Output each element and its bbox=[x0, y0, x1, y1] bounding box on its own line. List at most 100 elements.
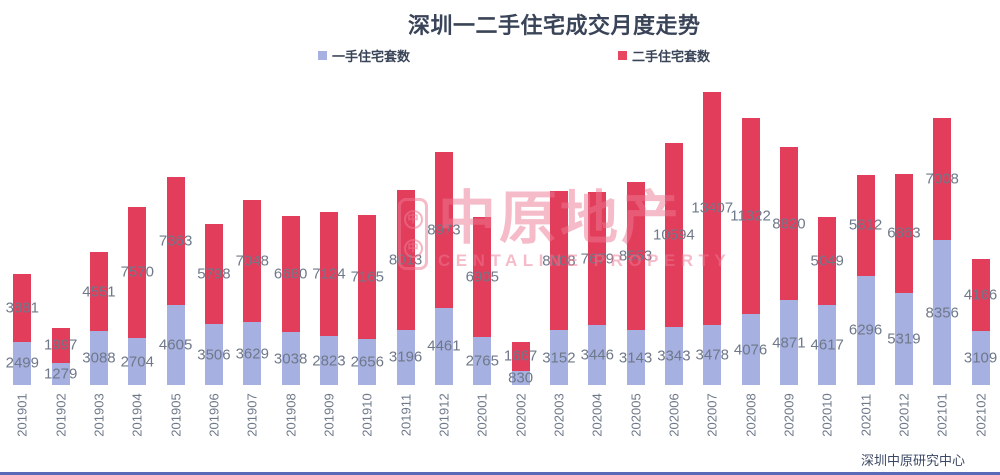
bar-201907-second-hand[interactable] bbox=[243, 199, 262, 323]
x-axis-label-202003: 202003 bbox=[551, 393, 567, 437]
value-label-202011-second-hand: 5812 bbox=[848, 216, 883, 234]
bar-201910-second-hand[interactable] bbox=[358, 214, 377, 339]
value-label-201901-first-hand: 2499 bbox=[5, 354, 39, 372]
bar-202001-second-hand[interactable] bbox=[473, 217, 492, 337]
bar-202012-second-hand[interactable] bbox=[894, 173, 913, 293]
bar-201911-second-hand[interactable] bbox=[396, 190, 415, 330]
bar-201906-first-hand[interactable] bbox=[204, 324, 223, 385]
value-label-201902-second-hand: 1997 bbox=[43, 336, 78, 354]
bar-202005-first-hand[interactable] bbox=[626, 330, 645, 385]
bar-201903-first-hand[interactable] bbox=[89, 331, 108, 385]
bar-201909-first-hand[interactable] bbox=[319, 336, 338, 385]
value-label-202102-first-hand: 3109 bbox=[963, 349, 998, 367]
legend-swatch-second-hand-icon bbox=[618, 51, 627, 60]
bar-201912-second-hand[interactable] bbox=[434, 151, 453, 308]
value-label-202010-first-hand: 4617 bbox=[810, 336, 844, 354]
bar-202008-first-hand[interactable] bbox=[741, 314, 760, 385]
x-axis-label-201911: 201911 bbox=[398, 393, 414, 437]
bar-201907-first-hand[interactable] bbox=[243, 322, 262, 385]
bar-202003-second-hand[interactable] bbox=[549, 191, 568, 331]
value-label-202102-second-hand: 4166 bbox=[963, 286, 998, 304]
value-label-201906-second-hand: 5798 bbox=[197, 265, 231, 283]
bar-202010-second-hand[interactable] bbox=[818, 217, 837, 305]
bar-202011-first-hand[interactable] bbox=[856, 275, 875, 385]
legend-label-first-hand: 一手住宅套数 bbox=[332, 49, 411, 64]
bar-201905-second-hand[interactable] bbox=[166, 177, 185, 306]
bar-202001-first-hand[interactable] bbox=[473, 337, 492, 385]
x-axis-label-202001: 202001 bbox=[474, 393, 490, 437]
value-label-202101-first-hand: 8356 bbox=[925, 304, 959, 321]
x-axis-label-201906: 201906 bbox=[206, 393, 222, 437]
bar-201908-second-hand[interactable] bbox=[281, 216, 300, 333]
value-label-202006-second-hand: 10594 bbox=[653, 226, 695, 244]
value-label-202003-second-hand: 8008 bbox=[542, 252, 576, 270]
bar-201904-first-hand[interactable] bbox=[128, 338, 147, 385]
bar-202007-second-hand[interactable] bbox=[703, 92, 722, 325]
value-label-202006-first-hand: 3343 bbox=[657, 347, 691, 365]
x-axis-label-202012: 202012 bbox=[896, 393, 912, 437]
value-label-201909-first-hand: 2823 bbox=[312, 352, 346, 369]
value-label-201905-first-hand: 4605 bbox=[158, 336, 193, 354]
bar-201901-first-hand[interactable] bbox=[13, 341, 32, 385]
bar-201903-second-hand[interactable] bbox=[89, 252, 108, 332]
bar-201905-first-hand[interactable] bbox=[166, 305, 185, 385]
x-axis-label-202011: 202011 bbox=[858, 393, 874, 437]
bar-201901-second-hand[interactable] bbox=[13, 274, 32, 342]
legend-item-first-hand[interactable]: 一手住宅套数 bbox=[318, 46, 410, 65]
x-axis-label-201904: 201904 bbox=[129, 393, 145, 437]
bar-202004-second-hand[interactable] bbox=[588, 191, 607, 326]
bar-202006-first-hand[interactable] bbox=[664, 326, 683, 385]
bar-202007-first-hand[interactable] bbox=[703, 324, 722, 385]
bar-202101-second-hand[interactable] bbox=[933, 118, 952, 240]
x-axis-label-201910: 201910 bbox=[359, 393, 375, 437]
bar-201911-first-hand[interactable] bbox=[396, 329, 415, 385]
x-axis-label-202006: 202006 bbox=[666, 393, 682, 437]
value-label-202001-first-hand: 2765 bbox=[465, 352, 499, 370]
value-label-201911-second-hand: 8013 bbox=[388, 251, 423, 269]
bar-202005-second-hand[interactable] bbox=[626, 182, 645, 331]
x-axis-label-202002: 202002 bbox=[513, 393, 529, 437]
bar-201908-first-hand[interactable] bbox=[281, 332, 300, 385]
value-label-201903-second-hand: 4551 bbox=[82, 283, 116, 301]
legend-item-second-hand[interactable]: 二手住宅套数 bbox=[618, 46, 710, 65]
value-label-201904-second-hand: 7570 bbox=[120, 263, 154, 281]
value-label-202010-second-hand: 5049 bbox=[810, 252, 844, 270]
bar-202009-first-hand[interactable] bbox=[779, 300, 798, 385]
bar-201910-first-hand[interactable] bbox=[358, 338, 377, 385]
bar-202102-second-hand[interactable] bbox=[971, 258, 990, 332]
bar-202008-second-hand[interactable] bbox=[741, 117, 760, 315]
value-label-202005-first-hand: 3143 bbox=[618, 349, 653, 367]
bar-202102-first-hand[interactable] bbox=[971, 331, 990, 385]
x-axis-label-202102: 202102 bbox=[973, 393, 989, 437]
x-axis-label-201912: 201912 bbox=[436, 393, 452, 437]
value-label-202009-second-hand: 8820 bbox=[772, 215, 806, 233]
x-axis-label-202010: 202010 bbox=[819, 393, 835, 437]
bar-202012-first-hand[interactable] bbox=[894, 292, 913, 385]
bar-202011-second-hand[interactable] bbox=[856, 174, 875, 276]
bar-202101-first-hand[interactable] bbox=[933, 240, 952, 385]
bar-201904-second-hand[interactable] bbox=[128, 206, 147, 339]
source-attribution: 深圳中原研究中心 bbox=[860, 453, 965, 468]
value-label-202004-second-hand: 7679 bbox=[580, 250, 614, 268]
bar-201912-first-hand[interactable] bbox=[434, 307, 453, 385]
x-axis-label-201901: 201901 bbox=[14, 393, 30, 437]
bar-202009-second-hand[interactable] bbox=[779, 147, 798, 301]
value-label-201904-first-hand: 2704 bbox=[120, 353, 154, 371]
value-label-201909-second-hand: 7124 bbox=[312, 265, 346, 283]
value-label-201907-first-hand: 3629 bbox=[235, 345, 269, 362]
value-label-202011-first-hand: 6296 bbox=[848, 321, 883, 339]
bar-202004-first-hand[interactable] bbox=[588, 325, 607, 385]
bar-201909-second-hand[interactable] bbox=[319, 212, 338, 336]
bar-201902-second-hand[interactable] bbox=[51, 328, 70, 363]
bar-201902-first-hand[interactable] bbox=[51, 362, 70, 385]
value-label-201902-first-hand: 1279 bbox=[43, 365, 78, 383]
bar-201906-second-hand[interactable] bbox=[204, 223, 223, 325]
bar-202010-first-hand[interactable] bbox=[818, 304, 837, 385]
bar-202002-first-hand[interactable] bbox=[511, 370, 530, 385]
x-axis-label-202004: 202004 bbox=[589, 393, 605, 437]
bar-202006-second-hand[interactable] bbox=[664, 143, 683, 327]
value-label-201906-first-hand: 3506 bbox=[197, 346, 231, 364]
bar-202002-second-hand[interactable] bbox=[511, 341, 530, 371]
bar-202003-first-hand[interactable] bbox=[549, 330, 568, 385]
